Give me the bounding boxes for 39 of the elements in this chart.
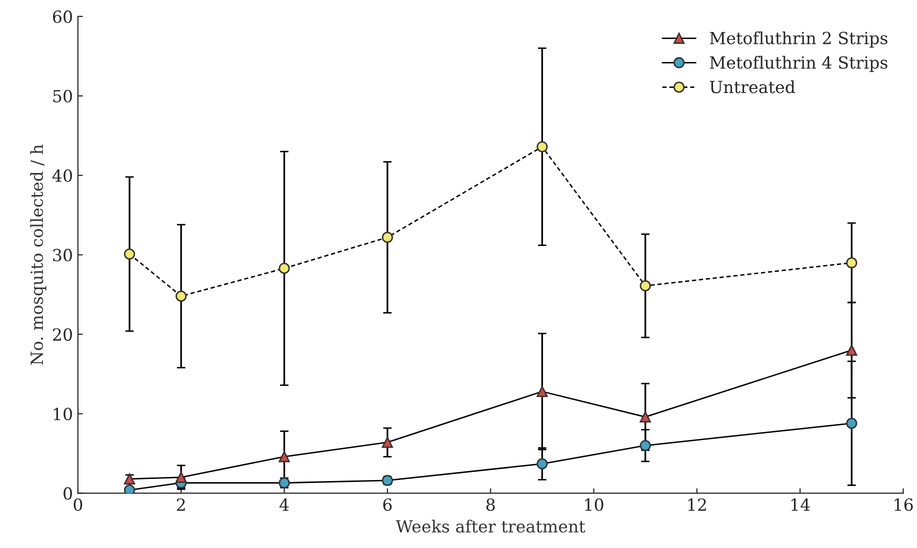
point <box>124 248 136 260</box>
x-axis-title: Weeks after treatment <box>396 520 586 533</box>
y-tick-label: 60 <box>52 10 72 24</box>
x-tick-label: 8 <box>486 498 495 511</box>
point <box>846 418 858 429</box>
point <box>278 262 290 274</box>
x-tick-label: 2 <box>176 498 185 511</box>
point <box>382 232 393 243</box>
legend-label: Metofluthrin 2 Strips <box>710 31 888 48</box>
y-tick-label: 20 <box>53 328 72 341</box>
point <box>176 290 187 302</box>
point <box>640 280 651 292</box>
point <box>382 436 393 448</box>
point <box>846 344 858 356</box>
point <box>640 440 651 452</box>
point <box>124 473 136 484</box>
point <box>536 386 548 398</box>
point <box>536 141 548 152</box>
x-tick-label: 12 <box>688 498 706 511</box>
y-tick-label: 0 <box>64 487 72 500</box>
point <box>124 484 136 494</box>
point <box>640 411 651 422</box>
y-tick-label: 50 <box>53 90 72 102</box>
legend-label: Untreated <box>710 80 796 94</box>
x-tick-label: 14 <box>792 498 810 511</box>
point <box>176 472 187 483</box>
legend-label: Metofluthrin 4 Strips <box>710 56 888 72</box>
x-tick-label: 6 <box>383 498 392 511</box>
y-tick-label: 40 <box>52 169 72 182</box>
y-tick-label: 10 <box>54 408 72 420</box>
x-tick-label: 10 <box>585 498 604 511</box>
point <box>846 257 858 268</box>
y-tick-label: 30 <box>53 248 72 262</box>
point <box>278 451 290 462</box>
x-tick-label: 16 <box>894 498 913 511</box>
point <box>536 458 548 470</box>
x-tick-label: 0 <box>74 498 82 511</box>
y-axis-title: No. mosquito collected / h <box>30 144 46 365</box>
x-tick-label: 4 <box>279 498 289 511</box>
